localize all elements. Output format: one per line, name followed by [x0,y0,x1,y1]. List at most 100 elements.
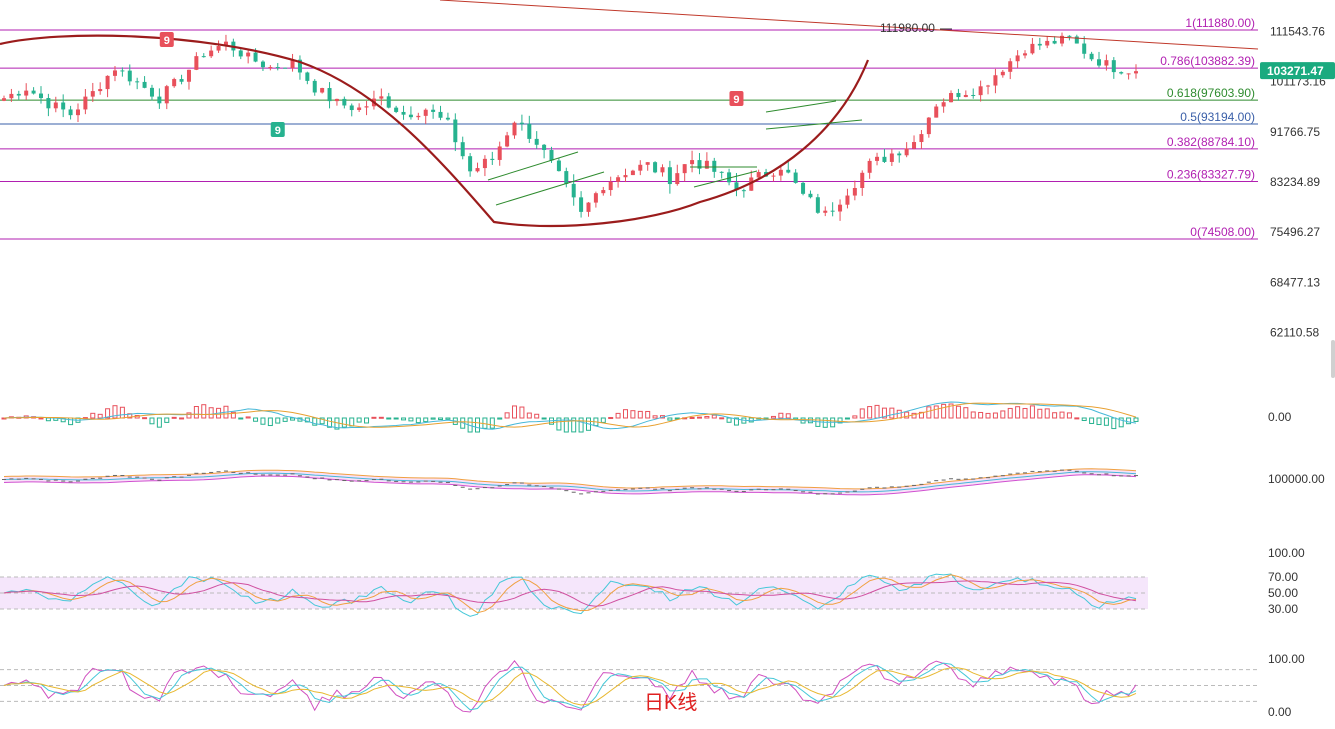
macd-bar [948,403,954,419]
macd-bar [156,417,162,428]
candle-body [623,175,628,178]
macd-bar [793,417,799,420]
macd-bar [112,405,118,419]
macd-bar [918,411,924,419]
candle-body [586,202,591,212]
drawing-overlay [0,0,1259,228]
candle-body [608,181,613,191]
macd-bar [519,406,525,419]
macd-bar [497,417,503,420]
candle-body [223,41,228,47]
fib-label-6: 0(74508.00) [1190,225,1255,239]
last-price-tag: 103271.47 [1260,62,1335,80]
channel-line-upper [487,151,579,181]
macd-bar [415,417,421,424]
candle-body [9,93,14,99]
rounding-bottom-curve [0,34,870,228]
candle-body [986,85,991,87]
candle-body [675,173,680,185]
macd-bar [674,417,680,420]
candles [2,32,1138,221]
candle-body [194,56,199,70]
macd-bar [475,417,481,433]
td-marker-label-2: 9 [733,94,739,106]
candle-body [542,144,547,151]
candle-body [949,93,954,103]
macd-bar [193,406,199,419]
macd-bar [1118,417,1124,428]
candle-body [401,111,406,115]
price-panel[interactable]: 1(111880.00) 0.786(103882.39) 0.618(97603.… [0,0,1259,240]
candle-body [845,195,850,205]
macd-bar [290,417,296,421]
candle-body [616,177,621,182]
macd-bar [541,417,547,420]
macd-bar [726,417,732,423]
macd-bar [1103,417,1109,426]
kdj-tick-1: 0.00 [1268,705,1292,719]
rsi-fast-line [3,573,1137,617]
macd-bar [556,417,562,431]
candle-body [142,81,147,88]
candle-body [712,160,717,172]
macd-bar [408,417,414,422]
candle-body [749,177,754,191]
boll-upper-line [3,468,1137,490]
candle-body [112,70,117,76]
scrollbar-handle[interactable] [1331,340,1335,378]
macd-bar [356,417,362,423]
candle-body [416,115,421,118]
candle-body [38,93,43,99]
macd-bar [171,416,177,419]
rsi-slow-line [3,580,1137,607]
boll-tick-0: 100000.00 [1268,472,1325,486]
candle-body [1089,53,1094,60]
candle-body [31,90,36,94]
candle-body [904,148,909,156]
candle-body [1008,61,1013,72]
macd-bar [1007,407,1013,419]
candle-body [172,79,177,87]
resistance-trendline [439,0,1259,50]
candle-body [1052,40,1057,44]
candle-body [1045,40,1050,46]
macd-bar [1029,405,1035,419]
candle-body [334,98,339,102]
candle-body [778,169,783,176]
candle-body [53,102,58,109]
candle-body [727,172,732,183]
price-tick-0: 111543.76 [1270,25,1325,39]
macd-bar [127,413,133,419]
macd-bar [637,410,643,419]
macd-bar [378,416,384,419]
rsi-mid-line [3,574,1137,614]
macd-bar [571,417,577,433]
macd-bar [105,408,111,419]
macd-bar [904,411,910,419]
candle-body [815,197,820,213]
macd-bar [770,415,776,419]
candle-body [963,94,968,98]
macd-bar [941,403,947,419]
price-tick-3: 83234.89 [1270,175,1320,189]
macd-bar [1052,412,1058,419]
macd-bar [430,417,436,420]
fib-label-3: 0.5(93194.00) [1180,110,1255,124]
candle-body [801,182,806,194]
macd-bar [926,406,932,419]
macd-bar [881,407,887,419]
macd-bar [733,417,739,426]
macd-bar [1111,417,1117,430]
candle-body [690,160,695,165]
candle-body [460,142,465,157]
macd-bar [1066,412,1072,419]
macd-bar [534,413,540,419]
macd-bar [97,413,103,419]
candle-body [179,79,184,82]
td-marker-2 [729,91,744,106]
candle-body [971,94,976,96]
candle-body [830,210,835,212]
macd-bar [386,417,392,420]
candle-body [852,187,857,196]
